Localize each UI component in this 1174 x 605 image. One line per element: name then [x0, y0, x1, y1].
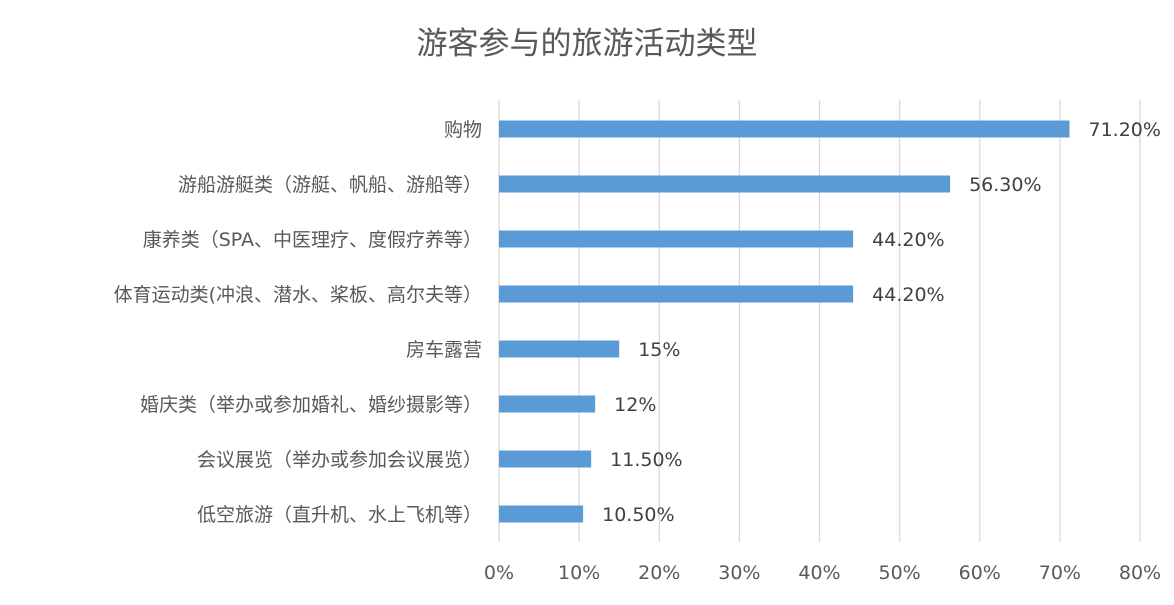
data-label: 44.20% [872, 229, 944, 251]
x-tick-label: 20% [638, 562, 680, 584]
data-label: 56.30% [969, 174, 1041, 196]
data-label: 11.50% [610, 449, 682, 471]
bar [499, 120, 1070, 138]
data-label: 15% [638, 339, 680, 361]
data-label: 12% [614, 394, 656, 416]
category-label: 购物 [444, 119, 482, 141]
x-tick-label: 40% [798, 562, 840, 584]
bar [499, 230, 854, 248]
category-label: 会议展览（举办或参加会议展览） [197, 449, 482, 471]
x-tick-label: 70% [1039, 562, 1081, 584]
bar [499, 395, 596, 413]
category-label: 婚庆类（举办或参加婚礼、婚纱摄影等） [140, 394, 482, 416]
x-tick-label: 80% [1119, 562, 1161, 584]
bar [499, 505, 584, 523]
category-label: 体育运动类(冲浪、潜水、桨板、高尔夫等） [114, 284, 482, 306]
data-label: 10.50% [602, 504, 674, 526]
bar [499, 450, 592, 468]
category-label: 低空旅游（直升机、水上飞机等） [197, 504, 482, 526]
bar [499, 340, 620, 358]
category-label: 房车露营 [406, 339, 482, 361]
category-label: 游船游艇类（游艇、帆船、游船等） [178, 174, 482, 196]
bar [499, 175, 951, 193]
x-tick-label: 60% [959, 562, 1001, 584]
x-tick-label: 10% [558, 562, 600, 584]
data-label: 44.20% [872, 284, 944, 306]
chart-title: 游客参与的旅游活动类型 [416, 26, 758, 62]
bar [499, 285, 854, 303]
data-label: 71.20% [1088, 119, 1160, 141]
x-tick-label: 30% [718, 562, 760, 584]
x-tick-label: 0% [484, 562, 514, 584]
category-label: 康养类（SPA、中医理疗、度假疗养等） [143, 229, 482, 251]
x-tick-label: 50% [879, 562, 921, 584]
